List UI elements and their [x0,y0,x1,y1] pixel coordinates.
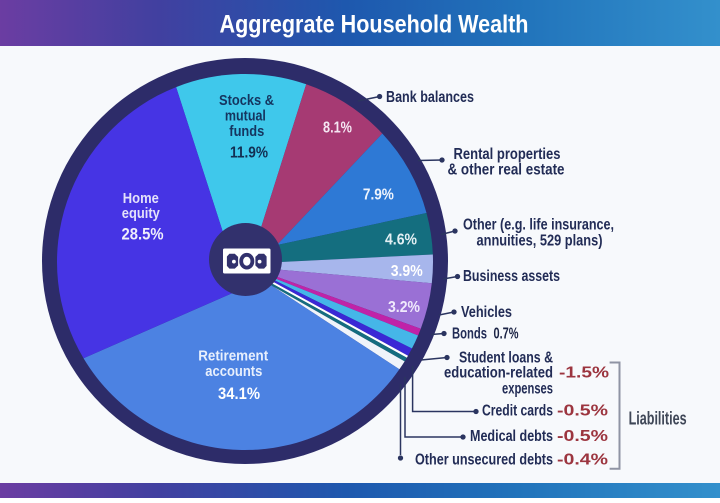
svg-text:-0.5%: -0.5% [557,428,608,445]
svg-text:education-related: education-related [444,365,553,382]
svg-text:Bonds: Bonds [452,326,487,343]
svg-text:expenses: expenses [502,381,553,398]
svg-text:34.1%: 34.1% [218,385,260,403]
svg-text:28.5%: 28.5% [122,226,164,244]
svg-text:3.9%: 3.9% [391,263,423,280]
svg-text:equity: equity [122,205,161,222]
svg-text:Home: Home [123,190,159,207]
svg-text:Rental properties: Rental properties [454,146,561,163]
svg-text:Business assets: Business assets [463,268,560,285]
svg-text:funds: funds [229,124,264,140]
svg-text:accounts: accounts [205,364,262,380]
svg-text:0.7%: 0.7% [494,326,519,343]
svg-text:3.2%: 3.2% [388,299,420,316]
svg-text:-1.5%: -1.5% [559,365,609,382]
svg-text:Vehicles: Vehicles [461,304,512,321]
svg-text:Other unsecured debts: Other unsecured debts [415,452,553,469]
svg-text:annuities, 529 plans): annuities, 529 plans) [477,233,603,250]
svg-text:11.9%: 11.9% [230,145,268,162]
svg-text:Other (e.g. life insurance,: Other (e.g. life insurance, [463,217,614,234]
svg-text:Bank balances: Bank balances [386,89,474,106]
svg-text:mutual: mutual [225,109,266,125]
svg-text:8.1%: 8.1% [323,120,352,137]
svg-text:Stocks &: Stocks & [219,93,274,109]
svg-text:Aggregrate Household Wealth: Aggregrate Household Wealth [220,11,529,39]
svg-text:& other real estate: & other real estate [448,162,565,179]
svg-text:Medical debts: Medical debts [470,428,553,445]
svg-text:Student loans &: Student loans & [459,350,553,367]
svg-text:-0.5%: -0.5% [557,403,608,420]
svg-text:Retirement: Retirement [198,349,268,365]
svg-text:Credit cards: Credit cards [482,403,553,420]
svg-text:7.9%: 7.9% [363,187,394,204]
svg-text:4.6%: 4.6% [385,232,417,249]
svg-text:Liabilities: Liabilities [629,409,687,429]
svg-text:-0.4%: -0.4% [557,452,608,469]
